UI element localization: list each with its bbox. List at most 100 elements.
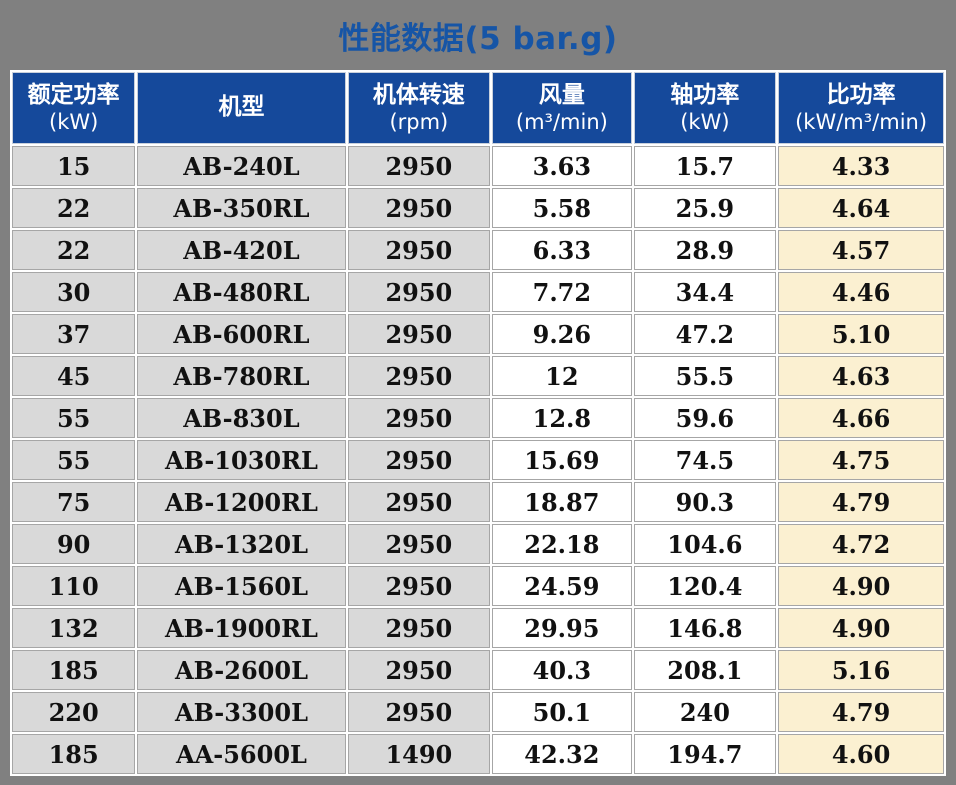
cell-specific-power: 4.90 bbox=[778, 608, 944, 648]
cell-airflow: 22.18 bbox=[492, 524, 632, 564]
header-cell-specific-power: 比功率 (kW/m³/min) bbox=[778, 72, 944, 144]
cell-airflow: 3.63 bbox=[492, 146, 632, 186]
table-row: 185 AB-2600L 2950 40.3 208.1 5.16 bbox=[12, 650, 944, 690]
cell-shaft-power: 55.5 bbox=[633, 356, 777, 396]
table-row: 22 AB-420L 2950 6.33 28.9 4.57 bbox=[12, 230, 944, 270]
cell-specific-power: 4.66 bbox=[778, 398, 944, 438]
cell-speed: 2950 bbox=[347, 230, 491, 270]
cell-shaft-power: 25.9 bbox=[633, 188, 777, 228]
cell-specific-power: 4.72 bbox=[778, 524, 944, 564]
cell-airflow: 6.33 bbox=[492, 230, 632, 270]
header-unit: (kW/m³/min) bbox=[795, 109, 928, 134]
performance-table: 额定功率 (kW) 机型 机体转速 (rpm) 风量 (m³/min) 轴功率 … bbox=[10, 70, 946, 776]
cell-rated-power: 55 bbox=[12, 398, 136, 438]
cell-speed: 2950 bbox=[347, 398, 491, 438]
header-cell-rated-power: 额定功率 (kW) bbox=[12, 72, 136, 144]
cell-airflow: 50.1 bbox=[492, 692, 632, 732]
table-row: 220 AB-3300L 2950 50.1 240 4.79 bbox=[12, 692, 944, 732]
cell-airflow: 12 bbox=[492, 356, 632, 396]
cell-speed: 2950 bbox=[347, 566, 491, 606]
cell-speed: 2950 bbox=[347, 692, 491, 732]
header-label: 轴功率 bbox=[670, 82, 740, 109]
cell-model: AB-1900RL bbox=[137, 608, 346, 648]
cell-model: AB-1560L bbox=[137, 566, 346, 606]
cell-airflow: 5.58 bbox=[492, 188, 632, 228]
cell-speed: 2950 bbox=[347, 440, 491, 480]
cell-airflow: 7.72 bbox=[492, 272, 632, 312]
cell-shaft-power: 15.7 bbox=[633, 146, 777, 186]
cell-shaft-power: 28.9 bbox=[633, 230, 777, 270]
cell-rated-power: 15 bbox=[12, 146, 136, 186]
cell-specific-power: 4.79 bbox=[778, 692, 944, 732]
cell-airflow: 42.32 bbox=[492, 734, 632, 774]
header-cell-speed: 机体转速 (rpm) bbox=[347, 72, 491, 144]
cell-rated-power: 90 bbox=[12, 524, 136, 564]
cell-rated-power: 110 bbox=[12, 566, 136, 606]
cell-model: AB-480RL bbox=[137, 272, 346, 312]
cell-model: AB-1320L bbox=[137, 524, 346, 564]
cell-rated-power: 55 bbox=[12, 440, 136, 480]
cell-speed: 2950 bbox=[347, 356, 491, 396]
cell-model: AB-240L bbox=[137, 146, 346, 186]
title-bar: 性能数据(5 bar.g) bbox=[0, 0, 956, 70]
cell-model: AB-420L bbox=[137, 230, 346, 270]
table-row: 90 AB-1320L 2950 22.18 104.6 4.72 bbox=[12, 524, 944, 564]
cell-rated-power: 75 bbox=[12, 482, 136, 522]
cell-shaft-power: 74.5 bbox=[633, 440, 777, 480]
table-row: 185 AA-5600L 1490 42.32 194.7 4.60 bbox=[12, 734, 944, 774]
cell-airflow: 15.69 bbox=[492, 440, 632, 480]
header-unit: (kW) bbox=[49, 109, 99, 134]
cell-shaft-power: 194.7 bbox=[633, 734, 777, 774]
cell-rated-power: 132 bbox=[12, 608, 136, 648]
cell-specific-power: 5.10 bbox=[778, 314, 944, 354]
cell-specific-power: 4.63 bbox=[778, 356, 944, 396]
table-row: 110 AB-1560L 2950 24.59 120.4 4.90 bbox=[12, 566, 944, 606]
cell-shaft-power: 90.3 bbox=[633, 482, 777, 522]
cell-speed: 1490 bbox=[347, 734, 491, 774]
cell-specific-power: 4.33 bbox=[778, 146, 944, 186]
cell-rated-power: 185 bbox=[12, 650, 136, 690]
cell-airflow: 9.26 bbox=[492, 314, 632, 354]
cell-rated-power: 220 bbox=[12, 692, 136, 732]
cell-rated-power: 30 bbox=[12, 272, 136, 312]
table-row: 15 AB-240L 2950 3.63 15.7 4.33 bbox=[12, 146, 944, 186]
cell-airflow: 29.95 bbox=[492, 608, 632, 648]
header-unit: (m³/min) bbox=[515, 109, 608, 134]
cell-speed: 2950 bbox=[347, 188, 491, 228]
cell-rated-power: 37 bbox=[12, 314, 136, 354]
cell-specific-power: 5.16 bbox=[778, 650, 944, 690]
table-row: 132 AB-1900RL 2950 29.95 146.8 4.90 bbox=[12, 608, 944, 648]
table-header-row: 额定功率 (kW) 机型 机体转速 (rpm) 风量 (m³/min) 轴功率 … bbox=[12, 72, 944, 144]
page-title: 性能数据(5 bar.g) bbox=[338, 20, 618, 57]
table-row: 30 AB-480RL 2950 7.72 34.4 4.46 bbox=[12, 272, 944, 312]
cell-airflow: 12.8 bbox=[492, 398, 632, 438]
cell-rated-power: 22 bbox=[12, 188, 136, 228]
header-label: 额定功率 bbox=[27, 82, 120, 109]
cell-model: AB-600RL bbox=[137, 314, 346, 354]
cell-airflow: 18.87 bbox=[492, 482, 632, 522]
cell-speed: 2950 bbox=[347, 482, 491, 522]
table-row: 55 AB-1030RL 2950 15.69 74.5 4.75 bbox=[12, 440, 944, 480]
cell-rated-power: 185 bbox=[12, 734, 136, 774]
cell-speed: 2950 bbox=[347, 608, 491, 648]
header-label: 比功率 bbox=[826, 82, 896, 109]
cell-speed: 2950 bbox=[347, 314, 491, 354]
cell-shaft-power: 104.6 bbox=[633, 524, 777, 564]
cell-shaft-power: 120.4 bbox=[633, 566, 777, 606]
cell-shaft-power: 47.2 bbox=[633, 314, 777, 354]
cell-model: AB-2600L bbox=[137, 650, 346, 690]
cell-airflow: 40.3 bbox=[492, 650, 632, 690]
table-row: 75 AB-1200RL 2950 18.87 90.3 4.79 bbox=[12, 482, 944, 522]
cell-speed: 2950 bbox=[347, 272, 491, 312]
cell-shaft-power: 240 bbox=[633, 692, 777, 732]
header-label: 机型 bbox=[218, 94, 265, 121]
cell-shaft-power: 208.1 bbox=[633, 650, 777, 690]
cell-rated-power: 45 bbox=[12, 356, 136, 396]
cell-model: AB-780RL bbox=[137, 356, 346, 396]
header-label: 机体转速 bbox=[372, 82, 465, 109]
cell-model: AB-1200RL bbox=[137, 482, 346, 522]
cell-model: AB-350RL bbox=[137, 188, 346, 228]
header-unit: (kW) bbox=[680, 109, 730, 134]
cell-specific-power: 4.57 bbox=[778, 230, 944, 270]
cell-specific-power: 4.90 bbox=[778, 566, 944, 606]
